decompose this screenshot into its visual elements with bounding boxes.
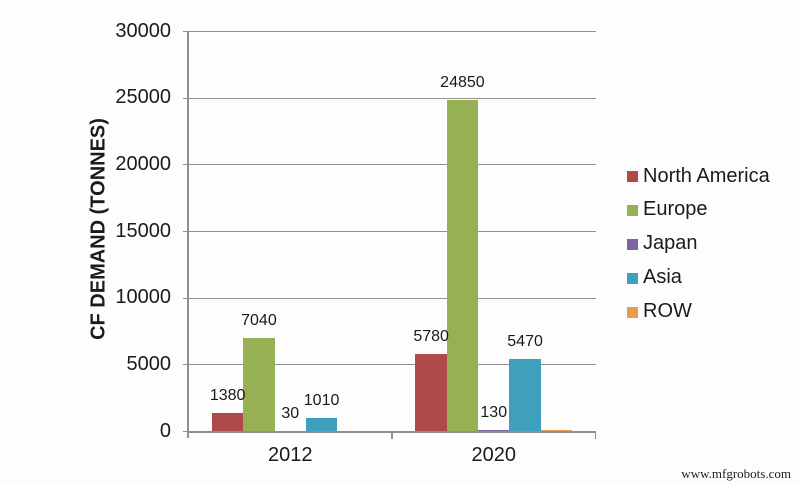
legend-label-row: ROW — [643, 300, 692, 323]
gridline-5000 — [188, 364, 596, 366]
legend-swatch-japan — [627, 238, 638, 250]
data-label-2012-north-america: 1380 — [209, 387, 246, 405]
y-tick-30000 — [182, 31, 189, 32]
y-tick-label-0: 0 — [159, 419, 171, 442]
x-category-label-2012: 2012 — [268, 444, 313, 466]
data-label-2012-asia: 1010 — [303, 392, 340, 410]
data-label-2020-asia: 5470 — [507, 332, 543, 350]
legend-label-north-america: North America — [643, 164, 770, 187]
y-tick-10000 — [182, 297, 189, 299]
y-tick-label-20000: 20000 — [115, 152, 171, 175]
legend-swatch-europe — [627, 204, 638, 216]
y-tick-label-10000: 10000 — [115, 286, 171, 309]
x-tick-2 — [594, 432, 596, 439]
bar-2012-asia — [305, 418, 338, 432]
bar-2020-asia — [509, 358, 541, 432]
bar-2012-north-america — [211, 413, 244, 432]
bar-2020-north-america — [415, 354, 447, 432]
gridline-30000 — [188, 31, 596, 32]
gridline-10000 — [188, 297, 596, 299]
x-tick-1 — [391, 432, 393, 439]
legend-swatch-asia — [627, 272, 638, 284]
y-tick-label-5000: 5000 — [126, 352, 172, 375]
bar-2020-europe — [446, 100, 479, 432]
legend-label-asia: Asia — [643, 266, 682, 289]
y-tick-5000 — [182, 364, 189, 366]
x-category-label-2020: 2020 — [471, 444, 517, 466]
y-tick-0 — [182, 431, 189, 432]
data-label-2012-japan: 30 — [281, 405, 300, 423]
gridline-15000 — [188, 231, 596, 232]
legend-label-japan: Japan — [643, 232, 698, 255]
y-tick-20000 — [182, 164, 189, 166]
legend-swatch-row — [627, 306, 638, 318]
data-label-2020-japan: 130 — [480, 403, 508, 421]
y-tick-label-30000: 30000 — [115, 19, 171, 42]
bar-2012-europe — [243, 337, 275, 432]
y-tick-label-15000: 15000 — [115, 219, 171, 242]
gridline-20000 — [188, 164, 596, 166]
y-tick-label-25000: 25000 — [115, 86, 171, 109]
y-axis-line — [187, 31, 189, 438]
legend-swatch-north-america — [627, 171, 638, 182]
watermark: www.mfgrobots.com — [681, 466, 791, 481]
legend-label-europe: Europe — [643, 198, 708, 221]
x-axis-line — [187, 430, 596, 433]
data-label-2020-north-america: 5780 — [413, 328, 449, 346]
y-tick-25000 — [182, 97, 189, 99]
y-tick-15000 — [182, 231, 189, 232]
data-label-2020-europe: 24850 — [440, 74, 485, 92]
data-label-2012-europe: 7040 — [241, 311, 277, 329]
gridline-25000 — [188, 97, 596, 99]
